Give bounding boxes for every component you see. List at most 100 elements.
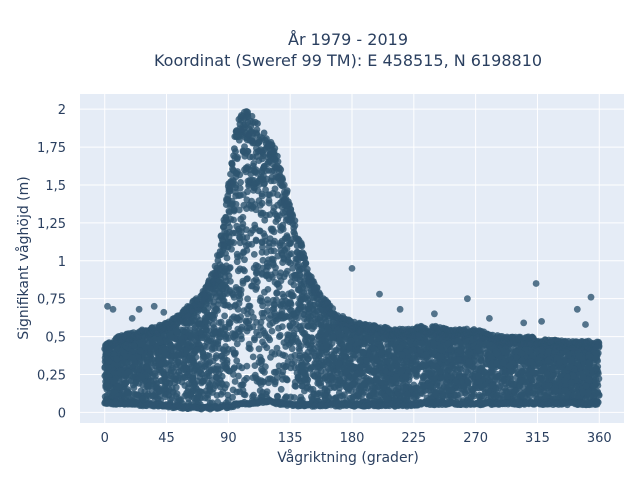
- data-point: [323, 341, 330, 349]
- data-point: [262, 186, 269, 194]
- data-point: [205, 327, 213, 334]
- data-point: [219, 324, 226, 332]
- data-point: [534, 387, 542, 395]
- data-point: [350, 351, 358, 359]
- data-point: [309, 385, 317, 393]
- data-point: [428, 345, 436, 353]
- data-point: [267, 311, 274, 319]
- data-point: [241, 152, 249, 160]
- data-point: [196, 329, 204, 336]
- data-point: [475, 346, 482, 354]
- data-point: [189, 373, 197, 380]
- data-point: [493, 350, 500, 358]
- data-point: [289, 265, 297, 272]
- data-point: [403, 357, 410, 365]
- data-point: [268, 327, 276, 335]
- data-point: [244, 188, 251, 196]
- data-point: [364, 384, 371, 392]
- data-point: [286, 322, 294, 330]
- data-point: [281, 352, 289, 360]
- data-point: [394, 384, 401, 392]
- data-point: [240, 248, 248, 256]
- data-point: [209, 357, 217, 365]
- data-point: [178, 333, 185, 341]
- data-point: [561, 387, 568, 394]
- data-point: [313, 390, 321, 398]
- data-point: [517, 364, 524, 372]
- data-point: [232, 349, 239, 357]
- data-point: [168, 357, 175, 365]
- data-point: [164, 366, 172, 374]
- data-point: [308, 334, 315, 342]
- data-point: [428, 376, 436, 384]
- data-point: [264, 296, 271, 304]
- data-point: [256, 387, 264, 395]
- data-point: [250, 160, 258, 167]
- data-point: [185, 395, 193, 403]
- data-point: [184, 319, 192, 327]
- data-point: [346, 343, 353, 351]
- data-point: [260, 180, 268, 188]
- data-point: [295, 261, 302, 269]
- data-point: [550, 365, 558, 373]
- data-point: [299, 284, 307, 291]
- data-point: [248, 197, 256, 205]
- data-point: [267, 225, 275, 233]
- data-point: [448, 387, 455, 394]
- data-point: [280, 362, 287, 369]
- data-point: [161, 384, 169, 392]
- data-point: [516, 382, 524, 390]
- data-point: [217, 318, 225, 326]
- data-point: [307, 364, 315, 372]
- data-point: [288, 345, 296, 353]
- data-point: [336, 336, 344, 344]
- data-point: [448, 345, 455, 353]
- data-point: [251, 184, 258, 192]
- data-point: [570, 391, 578, 399]
- data-point: [202, 318, 210, 325]
- data-point: [291, 378, 299, 386]
- data-point: [419, 387, 427, 395]
- data-point: [235, 206, 243, 214]
- data-point: [232, 301, 239, 309]
- data-point: [444, 340, 452, 347]
- data-point: [476, 378, 483, 385]
- data-point: [493, 359, 500, 367]
- data-point: [299, 354, 307, 361]
- data-point: [252, 236, 260, 244]
- data-point: [287, 364, 295, 372]
- data-point: [225, 324, 233, 331]
- data-point: [258, 309, 266, 317]
- data-point: [299, 382, 306, 390]
- data-point: [233, 222, 241, 230]
- data-point: [285, 331, 293, 339]
- data-point: [161, 360, 169, 368]
- data-point: [477, 356, 485, 364]
- data-point: [437, 367, 445, 375]
- data-point: [219, 282, 227, 290]
- data-point: [223, 268, 231, 275]
- data-point: [270, 208, 277, 215]
- data-point: [349, 381, 357, 388]
- data-point: [231, 378, 239, 385]
- data-point: [517, 377, 525, 385]
- data-point: [138, 373, 146, 381]
- data-point: [451, 358, 458, 366]
- data-point: [271, 380, 279, 388]
- data-point: [135, 361, 143, 369]
- data-point: [149, 356, 156, 363]
- data-point: [273, 374, 281, 381]
- data-point: [304, 383, 312, 391]
- data-point: [277, 227, 285, 234]
- data-point: [378, 364, 386, 371]
- data-point: [279, 368, 287, 376]
- data-point: [569, 372, 577, 380]
- data-point: [314, 343, 321, 351]
- data-point: [294, 306, 302, 314]
- data-point: [475, 393, 483, 401]
- data-point: [488, 354, 496, 361]
- data-point: [217, 391, 225, 398]
- data-point: [251, 371, 259, 379]
- data-point: [323, 358, 331, 365]
- data-point: [280, 339, 288, 346]
